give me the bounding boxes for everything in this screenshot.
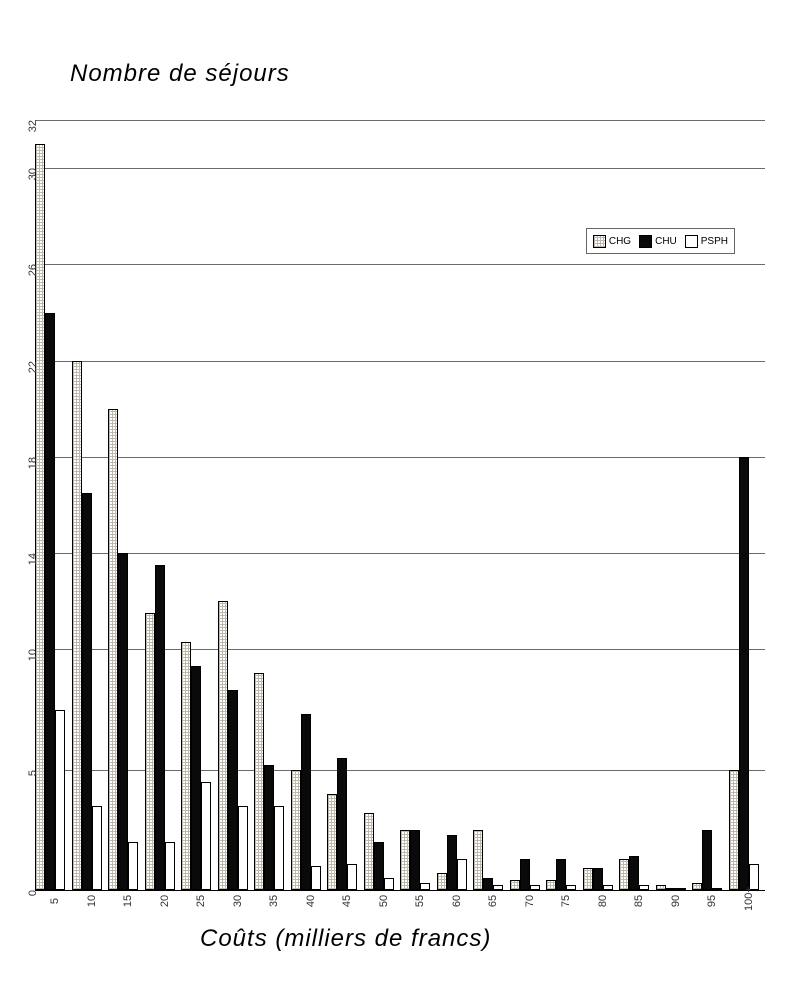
ytick-label: 5 — [27, 770, 39, 788]
bar-chu — [45, 313, 55, 891]
bar-chg — [72, 361, 82, 890]
plot-area: CHG CHU PSPH 051014182226303251015202530… — [35, 120, 765, 890]
bar-chg — [218, 601, 228, 890]
bar-chg — [327, 794, 337, 890]
x-axis-title: Coûts (milliers de francs) — [200, 925, 491, 953]
bar-chg — [181, 642, 191, 890]
bar-chu — [702, 830, 712, 890]
xtick-label: 55 — [414, 891, 426, 911]
bar-psph — [92, 806, 102, 890]
bar-chg — [619, 859, 629, 890]
bar-chu — [374, 842, 384, 890]
bar-chg — [254, 673, 264, 890]
bar-chg — [400, 830, 410, 890]
xtick-label: 15 — [122, 891, 134, 911]
bar-chg — [729, 770, 739, 890]
xtick-label: 95 — [706, 891, 718, 911]
bar-psph — [384, 878, 394, 890]
bar-chg — [583, 868, 593, 890]
bar-psph — [238, 806, 248, 890]
bar-chg — [473, 830, 483, 890]
bar-chu — [520, 859, 530, 890]
xtick-label: 40 — [305, 891, 317, 911]
bars-layer — [35, 120, 765, 890]
bar-psph — [347, 864, 357, 890]
bar-chg — [510, 880, 520, 890]
bar-psph — [165, 842, 175, 890]
bar-psph — [457, 859, 467, 890]
y-axis-title: Nombre de séjours — [70, 60, 290, 88]
ytick-label: 0 — [27, 890, 39, 908]
bar-chu — [483, 878, 493, 890]
bar-chu — [410, 830, 420, 890]
bar-chu — [264, 765, 274, 890]
ytick-label: 22 — [27, 361, 39, 379]
xtick-label: 90 — [670, 891, 682, 911]
bar-psph — [311, 866, 321, 890]
xtick-label: 50 — [378, 891, 390, 911]
bar-psph — [55, 710, 65, 890]
xtick-label: 80 — [597, 891, 609, 911]
xtick-label: 100+ — [743, 891, 755, 911]
bar-chu — [82, 493, 92, 890]
bar-chg — [692, 883, 702, 890]
ytick-label: 18 — [27, 457, 39, 475]
xtick-label: 20 — [159, 891, 171, 911]
bar-chg — [145, 613, 155, 890]
bar-chg — [364, 813, 374, 890]
xtick-label: 10 — [86, 891, 98, 911]
bar-chg — [437, 873, 447, 890]
ytick-label: 14 — [27, 553, 39, 571]
ytick-label: 26 — [27, 264, 39, 282]
bar-chu — [337, 758, 347, 890]
bar-chu — [228, 690, 238, 890]
bar-chu — [155, 565, 165, 890]
x-axis-baseline — [35, 890, 765, 891]
xtick-label: 35 — [268, 891, 280, 911]
bar-chg — [291, 770, 301, 890]
xtick-label: 65 — [487, 891, 499, 911]
xtick-label: 30 — [232, 891, 244, 911]
bar-chg — [546, 880, 556, 890]
xtick-label: 25 — [195, 891, 207, 911]
xtick-label: 5 — [49, 891, 61, 911]
xtick-label: 70 — [524, 891, 536, 911]
xtick-label: 60 — [451, 891, 463, 911]
bar-chu — [593, 868, 603, 890]
bar-psph — [128, 842, 138, 890]
bar-chu — [556, 859, 566, 890]
ytick-label: 30 — [27, 168, 39, 186]
bar-chg — [108, 409, 118, 890]
xtick-label: 45 — [341, 891, 353, 911]
ytick-label: 10 — [27, 649, 39, 667]
bar-psph — [274, 806, 284, 890]
bar-psph — [201, 782, 211, 890]
bar-chu — [447, 835, 457, 890]
bar-chu — [118, 553, 128, 890]
xtick-label: 75 — [560, 891, 572, 911]
xtick-label: 85 — [633, 891, 645, 911]
bar-chu — [301, 714, 311, 890]
bar-chu — [629, 856, 639, 890]
bar-chu — [739, 457, 749, 890]
ytick-label: 32 — [27, 120, 39, 138]
bar-chu — [191, 666, 201, 890]
bar-psph — [420, 883, 430, 890]
